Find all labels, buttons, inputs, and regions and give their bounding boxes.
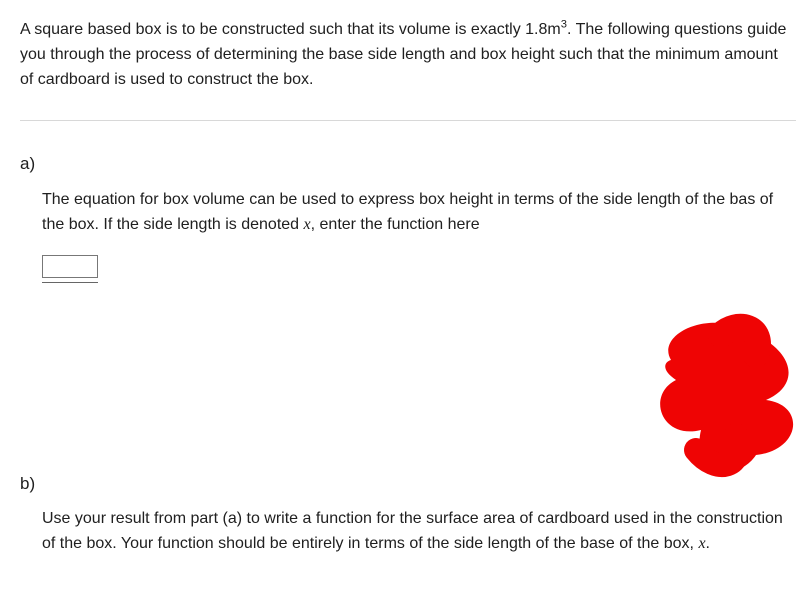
answer-input-wrapper — [42, 255, 98, 282]
part-a-body: The equation for box volume can be used … — [20, 188, 796, 443]
part-b-label: b) — [20, 471, 796, 497]
part-a-answer-input[interactable] — [42, 255, 98, 278]
variable-x-icon: x — [304, 216, 311, 233]
intro-text-1: A square based box is to be constructed … — [20, 21, 525, 38]
part-b: b) Use your result from part (a) to writ… — [20, 471, 796, 557]
part-b-text-1: Use your result from part (a) to write a… — [42, 510, 783, 552]
section-divider — [20, 120, 796, 121]
problem-intro: A square based box is to be constructed … — [20, 18, 796, 92]
part-a: a) The equation for box volume can be us… — [20, 151, 796, 442]
part-a-label: a) — [20, 151, 796, 177]
part-b-text-2: . — [706, 535, 710, 552]
volume-value: 1.8m — [525, 21, 561, 38]
variable-x-icon: x — [698, 535, 705, 552]
part-a-text-2: , enter the function here — [311, 216, 480, 233]
part-b-body: Use your result from part (a) to write a… — [20, 507, 796, 557]
